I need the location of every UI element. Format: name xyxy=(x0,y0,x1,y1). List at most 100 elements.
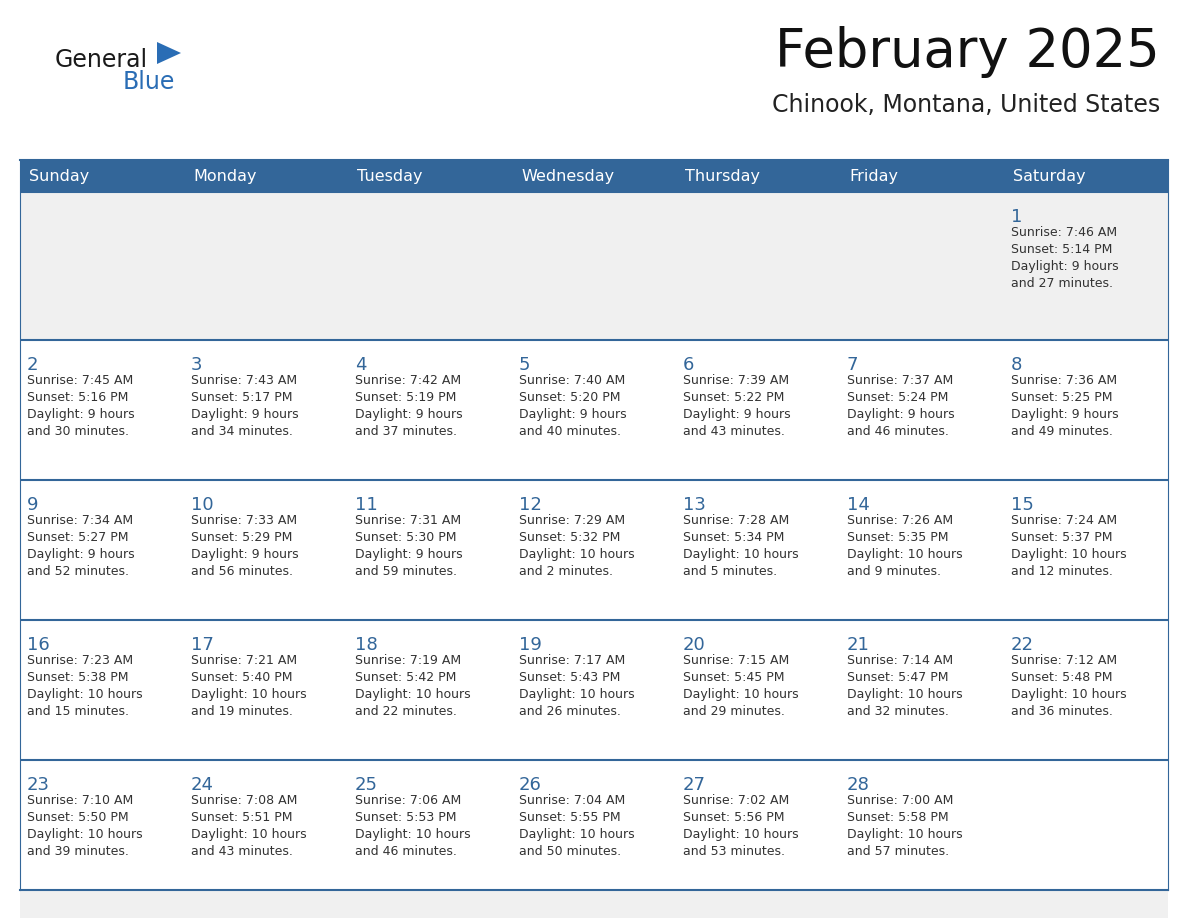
Text: 10: 10 xyxy=(191,496,214,514)
Bar xyxy=(184,160,348,192)
Text: 25: 25 xyxy=(355,776,378,794)
Text: Sunset: 5:17 PM: Sunset: 5:17 PM xyxy=(191,391,292,404)
Text: Sunset: 5:50 PM: Sunset: 5:50 PM xyxy=(27,811,128,824)
Text: 3: 3 xyxy=(191,356,202,374)
Text: 1: 1 xyxy=(1011,208,1023,226)
Text: Friday: Friday xyxy=(849,170,898,185)
Text: Sunrise: 7:40 AM: Sunrise: 7:40 AM xyxy=(519,374,625,387)
Text: Daylight: 10 hours
and 46 minutes.: Daylight: 10 hours and 46 minutes. xyxy=(355,828,470,858)
Text: Sunset: 5:19 PM: Sunset: 5:19 PM xyxy=(355,391,456,404)
Bar xyxy=(20,192,184,340)
Text: 4: 4 xyxy=(355,356,367,374)
Bar xyxy=(1004,480,1168,620)
Text: Sunrise: 7:21 AM: Sunrise: 7:21 AM xyxy=(191,654,297,667)
Text: Daylight: 10 hours
and 53 minutes.: Daylight: 10 hours and 53 minutes. xyxy=(683,828,798,858)
Bar xyxy=(1004,760,1168,890)
Text: Daylight: 9 hours
and 46 minutes.: Daylight: 9 hours and 46 minutes. xyxy=(847,408,955,438)
Bar xyxy=(676,340,840,480)
Text: Daylight: 10 hours
and 50 minutes.: Daylight: 10 hours and 50 minutes. xyxy=(519,828,634,858)
Text: Sunrise: 7:04 AM: Sunrise: 7:04 AM xyxy=(519,794,625,807)
Bar xyxy=(348,340,512,480)
Text: 27: 27 xyxy=(683,776,706,794)
Text: Thursday: Thursday xyxy=(685,170,760,185)
Text: Sunset: 5:53 PM: Sunset: 5:53 PM xyxy=(355,811,456,824)
Text: 23: 23 xyxy=(27,776,50,794)
Text: 20: 20 xyxy=(683,636,706,654)
Text: Daylight: 9 hours
and 40 minutes.: Daylight: 9 hours and 40 minutes. xyxy=(519,408,626,438)
Bar xyxy=(676,480,840,620)
Text: Sunset: 5:58 PM: Sunset: 5:58 PM xyxy=(847,811,949,824)
Text: Tuesday: Tuesday xyxy=(358,170,423,185)
Text: Daylight: 9 hours
and 27 minutes.: Daylight: 9 hours and 27 minutes. xyxy=(1011,260,1119,290)
Text: Sunrise: 7:28 AM: Sunrise: 7:28 AM xyxy=(683,514,789,527)
Bar xyxy=(1004,620,1168,760)
Bar xyxy=(840,192,1004,340)
Bar xyxy=(676,192,840,340)
Text: Sunrise: 7:19 AM: Sunrise: 7:19 AM xyxy=(355,654,461,667)
Text: Daylight: 10 hours
and 2 minutes.: Daylight: 10 hours and 2 minutes. xyxy=(519,548,634,578)
Text: Sunset: 5:43 PM: Sunset: 5:43 PM xyxy=(519,671,620,684)
Bar xyxy=(20,480,184,620)
Text: Sunrise: 7:37 AM: Sunrise: 7:37 AM xyxy=(847,374,953,387)
Text: Daylight: 10 hours
and 39 minutes.: Daylight: 10 hours and 39 minutes. xyxy=(27,828,143,858)
Text: Sunset: 5:55 PM: Sunset: 5:55 PM xyxy=(519,811,620,824)
Text: Daylight: 9 hours
and 43 minutes.: Daylight: 9 hours and 43 minutes. xyxy=(683,408,791,438)
Text: 11: 11 xyxy=(355,496,378,514)
Text: Daylight: 9 hours
and 30 minutes.: Daylight: 9 hours and 30 minutes. xyxy=(27,408,134,438)
Text: 12: 12 xyxy=(519,496,542,514)
Bar xyxy=(1004,160,1168,192)
Text: Daylight: 9 hours
and 52 minutes.: Daylight: 9 hours and 52 minutes. xyxy=(27,548,134,578)
Bar xyxy=(20,760,184,890)
Text: Daylight: 10 hours
and 19 minutes.: Daylight: 10 hours and 19 minutes. xyxy=(191,688,307,718)
Text: Sunrise: 7:26 AM: Sunrise: 7:26 AM xyxy=(847,514,953,527)
Text: Sunday: Sunday xyxy=(29,170,89,185)
Text: General: General xyxy=(55,48,148,72)
Text: Sunrise: 7:33 AM: Sunrise: 7:33 AM xyxy=(191,514,297,527)
Text: Sunset: 5:56 PM: Sunset: 5:56 PM xyxy=(683,811,784,824)
Bar xyxy=(840,620,1004,760)
Text: Sunset: 5:51 PM: Sunset: 5:51 PM xyxy=(191,811,292,824)
Text: 19: 19 xyxy=(519,636,542,654)
Bar xyxy=(676,620,840,760)
Bar xyxy=(20,340,184,480)
Text: Sunrise: 7:29 AM: Sunrise: 7:29 AM xyxy=(519,514,625,527)
Text: Sunrise: 7:34 AM: Sunrise: 7:34 AM xyxy=(27,514,133,527)
Bar xyxy=(184,192,348,340)
Text: Sunset: 5:22 PM: Sunset: 5:22 PM xyxy=(683,391,784,404)
Text: Sunrise: 7:17 AM: Sunrise: 7:17 AM xyxy=(519,654,625,667)
Text: Sunset: 5:37 PM: Sunset: 5:37 PM xyxy=(1011,531,1112,544)
Text: 21: 21 xyxy=(847,636,870,654)
Bar xyxy=(840,160,1004,192)
Text: Sunset: 5:14 PM: Sunset: 5:14 PM xyxy=(1011,243,1112,256)
Bar xyxy=(1004,192,1168,340)
Text: Sunset: 5:20 PM: Sunset: 5:20 PM xyxy=(519,391,620,404)
Bar xyxy=(20,620,184,760)
Text: Daylight: 10 hours
and 15 minutes.: Daylight: 10 hours and 15 minutes. xyxy=(27,688,143,718)
Text: Sunset: 5:16 PM: Sunset: 5:16 PM xyxy=(27,391,128,404)
Text: Daylight: 10 hours
and 29 minutes.: Daylight: 10 hours and 29 minutes. xyxy=(683,688,798,718)
Text: Sunset: 5:32 PM: Sunset: 5:32 PM xyxy=(519,531,620,544)
Text: Sunset: 5:29 PM: Sunset: 5:29 PM xyxy=(191,531,292,544)
Bar xyxy=(512,620,676,760)
Bar xyxy=(840,340,1004,480)
Text: 22: 22 xyxy=(1011,636,1034,654)
Text: Monday: Monday xyxy=(192,170,257,185)
Bar xyxy=(348,480,512,620)
Text: Sunrise: 7:02 AM: Sunrise: 7:02 AM xyxy=(683,794,789,807)
Bar xyxy=(512,340,676,480)
Text: February 2025: February 2025 xyxy=(776,26,1159,78)
Text: 2: 2 xyxy=(27,356,38,374)
Bar xyxy=(512,760,676,890)
Text: Daylight: 10 hours
and 43 minutes.: Daylight: 10 hours and 43 minutes. xyxy=(191,828,307,858)
Text: 17: 17 xyxy=(191,636,214,654)
Text: Sunrise: 7:36 AM: Sunrise: 7:36 AM xyxy=(1011,374,1117,387)
Text: Saturday: Saturday xyxy=(1013,170,1086,185)
Text: Sunrise: 7:46 AM: Sunrise: 7:46 AM xyxy=(1011,226,1117,239)
Text: Sunrise: 7:06 AM: Sunrise: 7:06 AM xyxy=(355,794,461,807)
Text: Sunset: 5:25 PM: Sunset: 5:25 PM xyxy=(1011,391,1112,404)
Text: Sunrise: 7:39 AM: Sunrise: 7:39 AM xyxy=(683,374,789,387)
Text: 16: 16 xyxy=(27,636,50,654)
Text: Sunset: 5:38 PM: Sunset: 5:38 PM xyxy=(27,671,128,684)
Bar xyxy=(512,160,676,192)
Text: Sunset: 5:34 PM: Sunset: 5:34 PM xyxy=(683,531,784,544)
